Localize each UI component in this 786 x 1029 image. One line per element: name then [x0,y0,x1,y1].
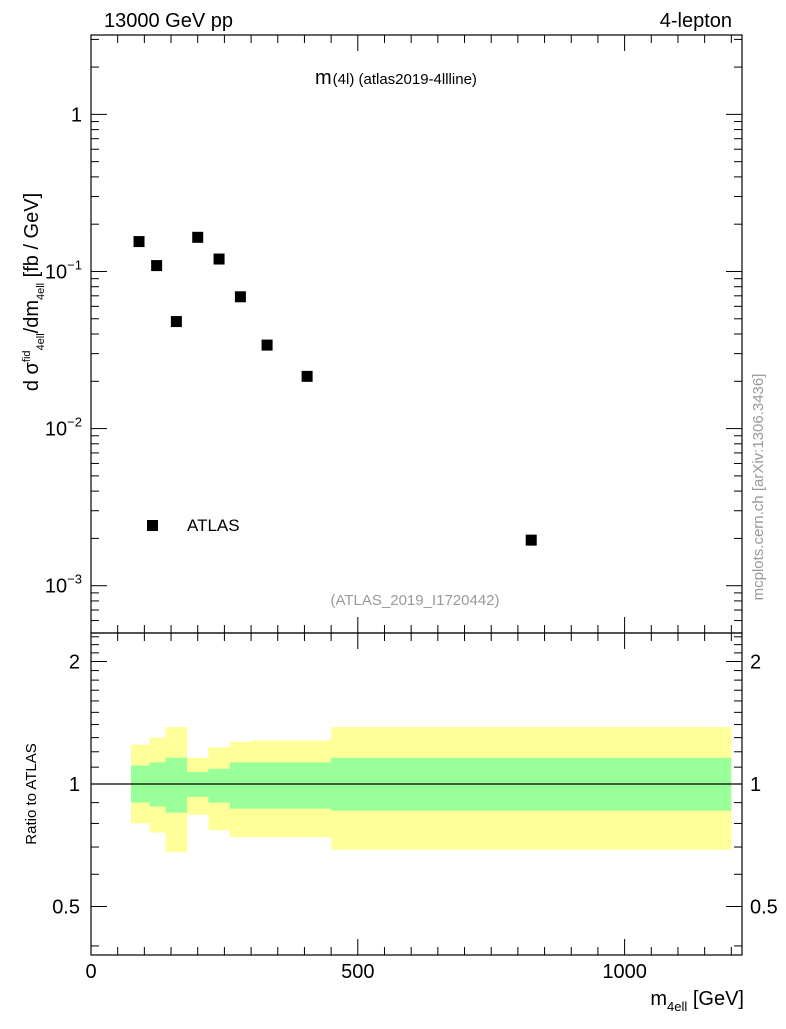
main-panel-y-tick-labels: 1 10−1 10−2 10−3 [45,104,82,597]
data-point [213,253,225,265]
ratio-panel-tick-labels: 0.5 0.5 1 1 2 2 0 500 1000 [52,652,778,983]
ratio-y-axis-label: Ratio to ATLAS [23,743,40,844]
data-point [151,260,163,272]
data-point [170,316,182,328]
data-point [525,534,537,546]
plot-title: m(4l) (atlas2019-4llline) [315,67,477,89]
y-tick-label: 1 [71,104,82,126]
ratio-y-tick-label-right: 1 [750,774,761,796]
legend-label: ATLAS [187,516,240,535]
x-axis-label: m4ell [GeV] [650,988,744,1014]
ratio-y-tick-label: 1 [69,774,80,796]
main-panel-ticks [90,35,742,634]
energy-label: 13000 GeV pp [104,10,233,32]
legend-marker [147,520,158,531]
data-point [261,339,273,351]
ratio-y-tick-label: 0.5 [52,896,80,918]
main-panel-frame [90,34,743,634]
ratio-bands [131,727,732,853]
data-points [133,231,537,546]
analysis-reference: (ATLAS_2019_I1720442) [330,592,499,609]
main-y-axis-label: d σfid4ell/dm4ell [fb / GeV] [21,193,47,391]
data-point [234,291,246,303]
y-tick-label: 10−2 [45,415,82,441]
y-tick-label: 10−1 [45,257,82,283]
x-tick-label: 0 [85,961,96,983]
x-tick-label: 1000 [602,961,647,983]
inner-uncertainty-band [131,757,732,813]
channel-label: 4-lepton [660,10,732,32]
source-watermark: mcplots.cern.ch [arXiv:1306.3436] [750,374,767,601]
data-point [301,370,313,382]
ratio-panel-frame [90,632,743,956]
ratio-panel: 0.5 0.5 1 1 2 2 0 500 1000 Ratio to ATLAS m4ell … [23,632,778,1014]
main-panel: 110−110−210−3 m(4l) (atlas2019-4llline) … [21,34,743,634]
x-tick-label: 500 [341,961,374,983]
ratio-y-tick-label-right: 0.5 [750,896,778,918]
y-tick-label: 10−3 [45,572,82,598]
ratio-panel-ticks [90,633,742,955]
ratio-y-tick-label: 2 [69,652,80,674]
data-point [133,236,145,248]
ratio-y-tick-label-right: 2 [750,652,761,674]
data-point [192,231,204,243]
